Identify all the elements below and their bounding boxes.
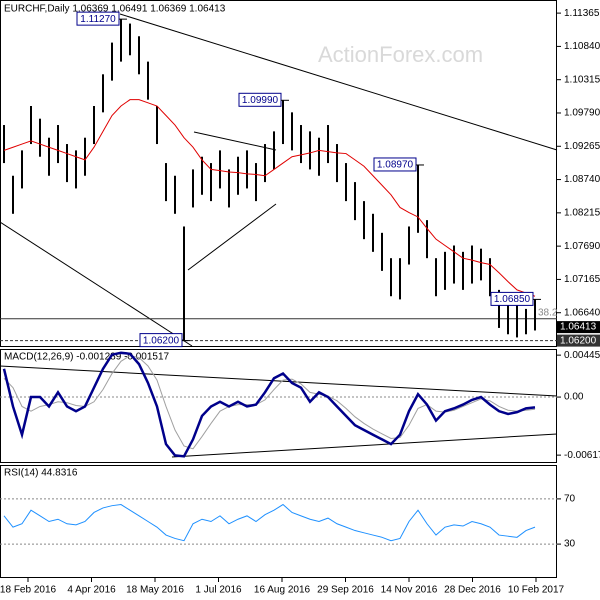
annotation-label: 1.09990 (242, 95, 279, 106)
macd-title: MACD(12,26,9) -0.001289 -0.001517 (4, 352, 170, 363)
y-tick-label: 1.09265 (564, 141, 600, 152)
macd-frame (0, 349, 557, 463)
trend-line (187, 203, 277, 271)
y-tick-label: 0.00 (564, 392, 584, 403)
y-tick-label: 1.08215 (564, 207, 600, 218)
x-tick-label: 28 Dec 2016 (444, 585, 501, 596)
rsi-title: RSI(14) 44.8316 (4, 468, 78, 479)
x-tick-label: 18 May 2016 (126, 585, 184, 596)
y-tick-label: 70 (564, 494, 576, 505)
trend-line (0, 365, 558, 397)
trend-line (171, 433, 558, 458)
rsi-frame (0, 465, 557, 578)
y-tick-label: 1.07690 (564, 241, 600, 252)
x-tick-label: 16 Aug 2016 (254, 585, 311, 596)
y-tick-label: 1.09790 (564, 108, 600, 119)
frames (0, 0, 557, 578)
y-tick-label: -0.00617 (564, 450, 600, 461)
trend-line (119, 13, 558, 151)
x-tick-label: 18 Feb 2016 (0, 585, 57, 596)
price-tag-label: 1.06200 (560, 335, 597, 346)
line (3, 503, 536, 542)
trend-lines (0, 13, 558, 458)
x-tick-label: 1 Jul 2016 (195, 585, 242, 596)
y-tick-label: 1.06640 (564, 307, 600, 318)
annotation-label: 1.06850 (494, 294, 531, 305)
annotation-label: 1.06200 (143, 335, 180, 346)
price-tag (557, 334, 600, 347)
y-tick-label: 1.08740 (564, 174, 600, 185)
line (3, 99, 536, 297)
y-tick-label: 1.11365 (564, 8, 600, 19)
y-tick-label: 30 (564, 539, 576, 550)
y-tick-label: 0.004454 (564, 350, 600, 361)
x-tick-label: 4 Apr 2016 (67, 585, 116, 596)
fib-label: 38.2 (538, 307, 558, 318)
x-tick-label: 14 Nov 2016 (381, 585, 438, 596)
header: EURCHF,Daily 1.06369 1.06491 1.06369 1.0… (4, 4, 226, 15)
annotation-box (76, 11, 120, 26)
y-tick-label: 1.10840 (564, 41, 600, 52)
price-tag-label: 1.06413 (560, 322, 597, 333)
trend-line (0, 221, 193, 347)
x-tick-label: 29 Sep 2016 (317, 585, 374, 596)
annotation-label: 1.08970 (377, 160, 414, 171)
x-tick-label: 10 Feb 2017 (508, 585, 565, 596)
line (2, 351, 536, 458)
price-frame (0, 0, 557, 347)
y-tick-label: 1.07165 (564, 274, 600, 285)
annotation-label: 1.11270 (80, 14, 116, 25)
price-tag (557, 321, 600, 334)
watermark: ActionForex.com (318, 42, 483, 67)
y-tick-label: 1.10315 (564, 74, 600, 85)
trend-line (193, 131, 277, 151)
